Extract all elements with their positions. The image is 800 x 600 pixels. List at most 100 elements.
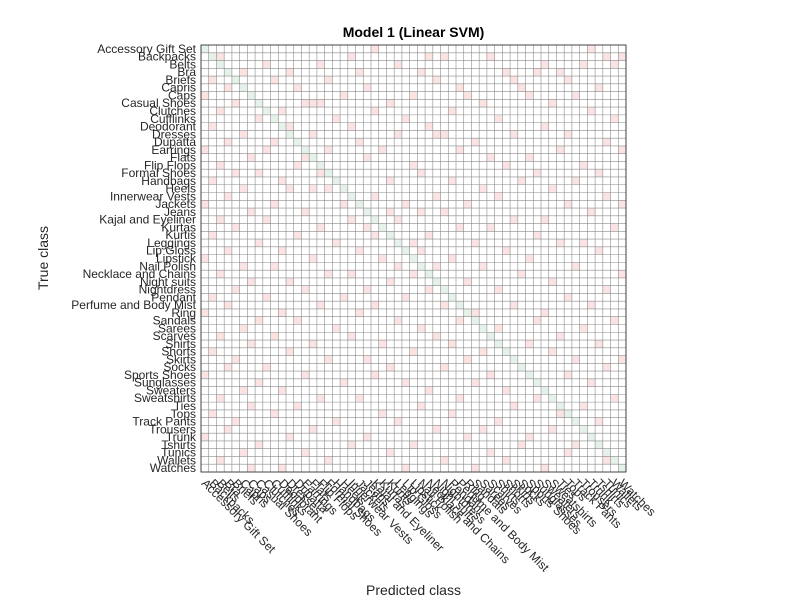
offdiag-cell-33-15 xyxy=(316,301,325,309)
y-tick-labels: Accessory Gift SetBackpacksBeltsBraBrief… xyxy=(71,42,197,475)
y-tick-label: Necklace and Chains xyxy=(83,267,196,281)
diagonal-cell-27 xyxy=(409,254,418,263)
y-tick-label: Flats xyxy=(170,151,196,165)
offdiag-cell-6-18 xyxy=(340,91,348,100)
offdiag-cell-33-22 xyxy=(371,301,379,309)
offdiag-cell-23-37 xyxy=(486,223,495,232)
offdiag-cell-22-2 xyxy=(216,215,225,224)
offdiag-cell-21-24 xyxy=(386,208,395,216)
diagonal-cell-15 xyxy=(316,161,325,170)
offdiag-cell-38-23 xyxy=(378,340,387,348)
offdiag-cell-8-50 xyxy=(587,107,596,115)
offdiag-cell-52-5 xyxy=(239,448,248,457)
offdiag-cell-9-26 xyxy=(401,114,410,123)
offdiag-cell-6-34 xyxy=(463,91,472,100)
offdiag-cell-47-1 xyxy=(208,409,217,418)
offdiag-cell-54-26 xyxy=(401,464,410,472)
offdiag-cell-21-13 xyxy=(301,208,310,216)
offdiag-cell-12-3 xyxy=(224,138,232,146)
offdiag-cell-36-5 xyxy=(239,324,248,333)
diagonal-cell-39 xyxy=(502,347,511,356)
offdiag-cell-45-43 xyxy=(533,394,541,403)
offdiag-cell-36-17 xyxy=(332,324,341,333)
y-tick-label: Kajal and Eyeliner xyxy=(99,213,196,227)
diagonal-cell-2 xyxy=(216,60,225,69)
offdiag-cell-33-31 xyxy=(440,301,449,309)
offdiag-cell-4-47 xyxy=(564,76,572,84)
offdiag-cell-50-21 xyxy=(363,433,371,441)
y-tick-label: Nail Polish xyxy=(139,259,196,273)
offdiag-cell-30-11 xyxy=(286,277,294,286)
offdiag-cell-47-32 xyxy=(448,409,456,418)
offdiag-cell-16-4 xyxy=(231,169,240,177)
diagonal-cell-9 xyxy=(270,114,279,123)
offdiag-cell-20-34 xyxy=(463,200,472,209)
offdiag-cell-3-43 xyxy=(533,68,541,77)
offdiag-cell-24-43 xyxy=(533,231,541,240)
y-tick-label: Skirts xyxy=(166,352,196,366)
y-tick-label: Trunk xyxy=(166,430,197,444)
offdiag-cell-2-8 xyxy=(262,60,271,69)
offdiag-cell-3-46 xyxy=(556,68,565,77)
offdiag-cell-19-3 xyxy=(224,192,232,201)
offdiag-cell-20-18 xyxy=(340,200,348,209)
offdiag-cell-54-10 xyxy=(278,464,286,472)
offdiag-cell-41-8 xyxy=(262,363,271,372)
diagonal-cell-18 xyxy=(340,184,348,193)
offdiag-cell-34-0 xyxy=(201,308,209,317)
offdiag-cell-17-48 xyxy=(571,176,580,185)
offdiag-cell-19-38 xyxy=(494,192,503,201)
offdiag-cell-10-19 xyxy=(347,122,356,131)
diagonal-cell-5 xyxy=(239,83,248,92)
offdiag-cell-31-52 xyxy=(602,285,611,294)
diagonal-cell-0 xyxy=(201,45,209,53)
offdiag-cell-15-2 xyxy=(216,161,225,170)
diagonal-cell-4 xyxy=(231,76,240,84)
offdiag-cell-50-34 xyxy=(463,433,472,441)
y-tick-label: Handbags xyxy=(141,174,196,188)
offdiag-cell-13-54 xyxy=(618,145,626,154)
offdiag-cell-14-21 xyxy=(363,153,371,162)
offdiag-cell-51-41 xyxy=(517,440,526,449)
offdiag-cell-9-53 xyxy=(610,114,619,123)
offdiag-cell-8-10 xyxy=(278,107,286,115)
offdiag-cell-33-40 xyxy=(510,301,518,309)
offdiag-cell-8-32 xyxy=(448,107,456,115)
offdiag-cell-19-30 xyxy=(432,192,441,201)
offdiag-cell-54-44 xyxy=(541,464,549,472)
offdiag-cell-11-47 xyxy=(564,130,572,139)
offdiag-cell-46-12 xyxy=(293,402,302,410)
offdiag-cell-8-22 xyxy=(371,107,379,115)
matrix-border xyxy=(200,44,627,473)
offdiag-cell-5-41 xyxy=(517,83,526,92)
diagonal-cell-54 xyxy=(618,464,626,472)
offdiag-cell-43-35 xyxy=(471,378,480,387)
offdiag-cell-51-19 xyxy=(347,440,356,449)
diagonal-cell-31 xyxy=(440,285,449,294)
offdiag-cell-27-42 xyxy=(525,254,534,263)
y-tick-label: Trousers xyxy=(149,422,196,436)
offdiag-cell-41-31 xyxy=(440,363,449,372)
offdiag-cell-50-42 xyxy=(525,433,534,441)
offdiag-cell-23-4 xyxy=(231,223,240,232)
offdiag-cell-6-0 xyxy=(201,91,209,100)
y-tick-label: Earrings xyxy=(151,143,196,157)
offdiag-cell-13-16 xyxy=(324,145,333,154)
offdiag-cell-43-7 xyxy=(255,378,263,387)
offdiag-cell-28-5 xyxy=(239,262,248,271)
offdiag-cell-32-1 xyxy=(208,293,217,302)
offdiag-cell-11-5 xyxy=(239,130,248,139)
offdiag-cell-23-53 xyxy=(610,223,619,232)
offdiag-cell-23-15 xyxy=(316,223,325,232)
diagonal-cell-48 xyxy=(571,417,580,426)
offdiag-cell-15-12 xyxy=(293,161,302,170)
offdiag-cell-33-3 xyxy=(224,301,232,309)
offdiag-cell-47-9 xyxy=(270,409,279,418)
offdiag-cell-48-17 xyxy=(332,417,341,426)
offdiag-cell-13-33 xyxy=(456,145,464,154)
offdiag-cell-28-25 xyxy=(394,262,402,271)
offdiag-cell-18-5 xyxy=(239,184,248,193)
x-axis-label: Predicted class xyxy=(366,582,461,598)
offdiag-cell-3-39 xyxy=(502,68,511,77)
